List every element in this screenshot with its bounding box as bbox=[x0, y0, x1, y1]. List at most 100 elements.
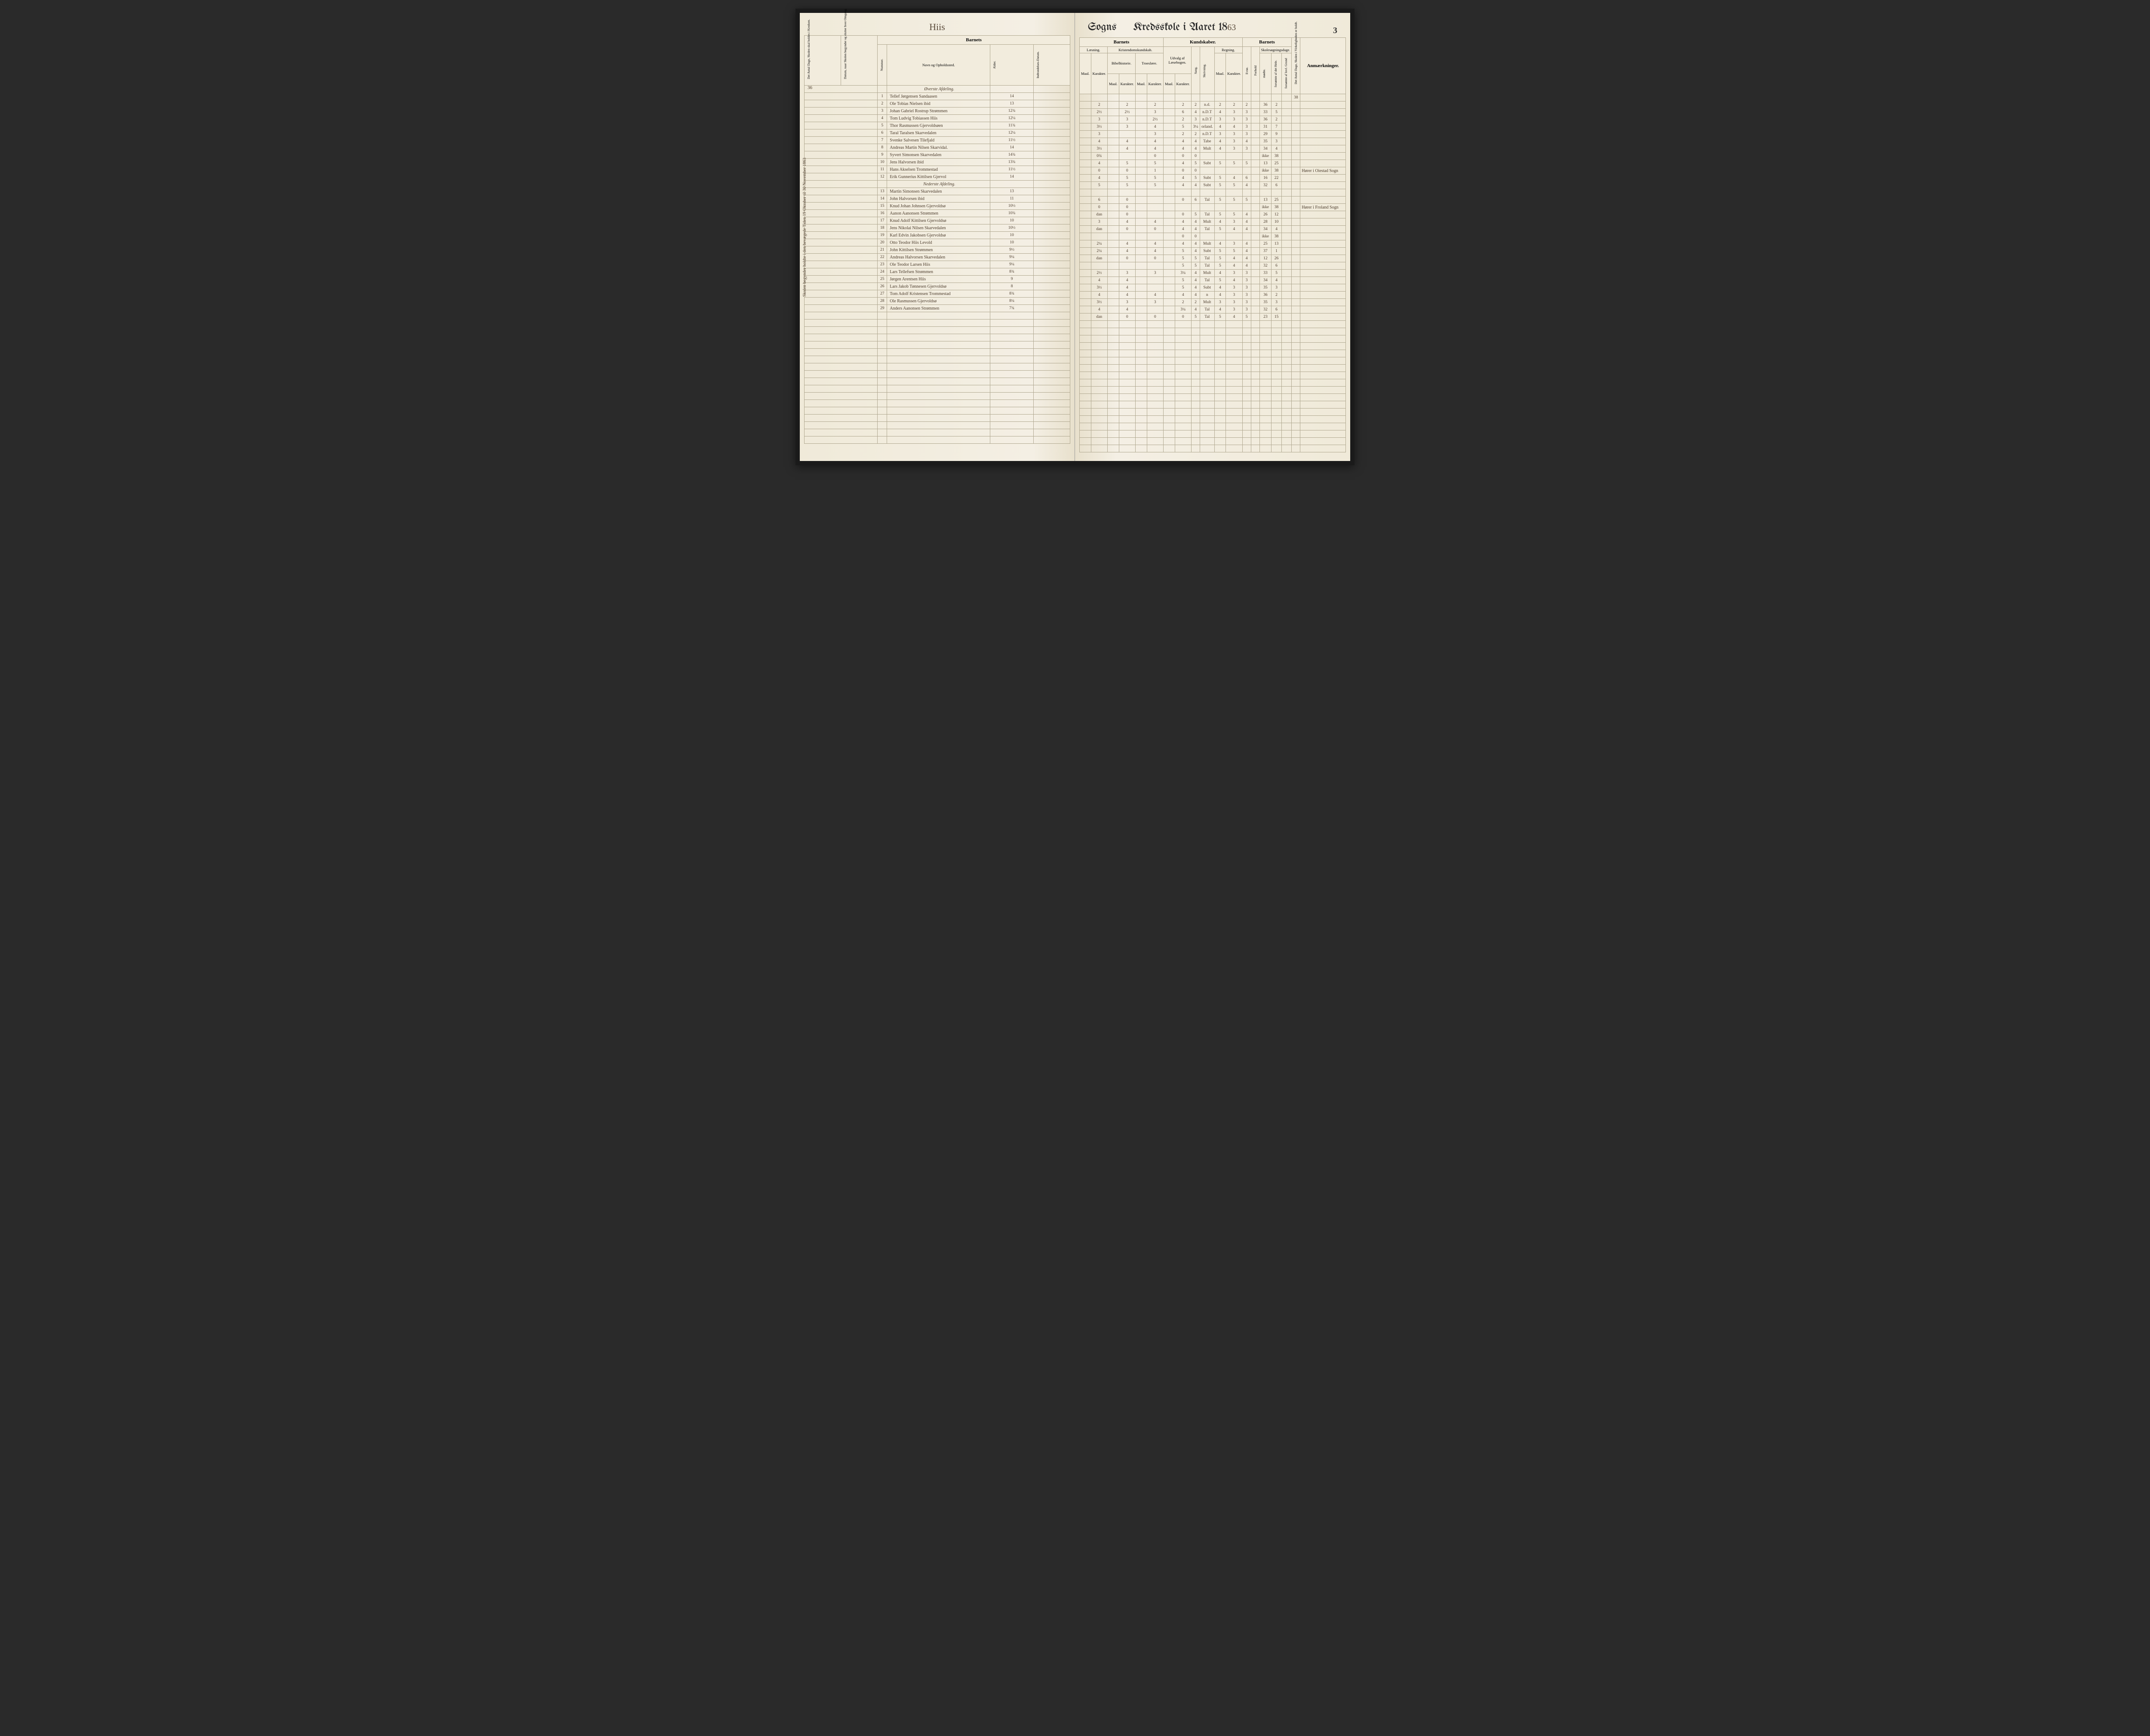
table-row: 19Karl Edvin Jakobsen Gjervoldsø10 bbox=[805, 232, 1070, 239]
left-table: Det Antal Dage, Skolen skal holdes i Kre… bbox=[804, 35, 1070, 444]
table-row: 15Knud Johan Johnsen Gjervoldsø10½ bbox=[805, 203, 1070, 210]
col-anm: Anmærkninger. bbox=[1300, 38, 1346, 94]
table-row: dan0055Tal5441226 bbox=[1080, 255, 1346, 262]
table-row: 4Tom Ludvig Tobiassen Hiis12¼ bbox=[805, 115, 1070, 122]
side-number: 36 bbox=[808, 85, 812, 90]
table-row: 00ikke38Hører i Froland Sogn bbox=[1080, 204, 1346, 211]
col-l-kar: Karakter. bbox=[1091, 53, 1107, 94]
col-alder: Alder. bbox=[992, 46, 997, 84]
grp-udvalg: Udvalg af Læsebogen. bbox=[1163, 47, 1191, 74]
table-row: 2¼4454Subt554371 bbox=[1080, 248, 1346, 255]
table-row: 45545Subt5461622 bbox=[1080, 175, 1346, 182]
table-row: 6Taral Taralsen Skarvedalen12¼ bbox=[805, 129, 1070, 137]
table-row: 11Hans Akselsen Trommestad11½ bbox=[805, 166, 1070, 173]
col-b-maal: Maal. bbox=[1107, 74, 1119, 94]
table-row: dan0005Tal5452315 bbox=[1080, 313, 1346, 321]
table-row: 23Ole Teodor Larsen Hiis9¼ bbox=[805, 261, 1070, 268]
table-row: 6006Tal5551325 bbox=[1080, 197, 1346, 204]
year-suffix: 63 bbox=[1227, 23, 1236, 32]
grp-regning: Regning. bbox=[1214, 47, 1242, 53]
left-page: Skolen begynder holdte i den bevægede Ti… bbox=[800, 13, 1075, 461]
col-r-kar: Karakter. bbox=[1226, 53, 1242, 94]
grp-skolesogn: Skolesøgningsdage. bbox=[1259, 47, 1292, 53]
table-row: 12Erik Gunnerius Kittilsen Gjervol14 bbox=[805, 173, 1070, 181]
col-l-maal: Maal. bbox=[1080, 53, 1091, 94]
right-table: Barnets Kundskaber. Barnets Det Antal Da… bbox=[1079, 37, 1346, 452]
group-barnets-left: Barnets bbox=[878, 36, 1070, 45]
table-row: 3½3453¼orland.443317 bbox=[1080, 123, 1346, 131]
table-row: 443¼4Tal433326 bbox=[1080, 306, 1346, 313]
col-u-maal: Maal. bbox=[1163, 74, 1175, 94]
col-u-kar: Karakter. bbox=[1175, 74, 1191, 94]
title-prefix: Sogns bbox=[1088, 22, 1117, 33]
col-indtr: Indtrædelses-Datum. bbox=[1035, 46, 1041, 84]
table-row: 2Ole Tobias Nielsen ibid13 bbox=[805, 100, 1070, 108]
table-row: 3322n.D.T333299 bbox=[1080, 131, 1346, 138]
table-row: 44444n433362 bbox=[1080, 292, 1346, 299]
table-row: dan0044Tal544344 bbox=[1080, 226, 1346, 233]
table-row: 18Jens Nikolai Nilsen Skarvedalen10½ bbox=[805, 224, 1070, 232]
table-row: 20Otto Teodor Hiis Levold10 bbox=[805, 239, 1070, 246]
table-row: 45545Subt5551325 bbox=[1080, 160, 1346, 167]
col-datum: Datum, naar Skolen begynder og slutter h… bbox=[842, 41, 848, 80]
col-forhold: Forhold bbox=[1253, 51, 1258, 90]
table-row: 13Martin Simonsen Skarvedalen13 bbox=[805, 188, 1070, 195]
col-skrivning: Skrivning. bbox=[1201, 51, 1207, 90]
table-row: 29Anders Aanonsen Strømmen7¾ bbox=[805, 305, 1070, 312]
table-row: 5Thor Rasmussen Gjervoldsøen11¾ bbox=[805, 122, 1070, 129]
table-row: 22222n.d.222362 bbox=[1080, 101, 1346, 109]
table-row: 0¾000ikke38 bbox=[1080, 153, 1346, 160]
table-row: 14John Halvorsen ibid11 bbox=[805, 195, 1070, 203]
margin-note: Skolen begynder holdte i den bevægede Ti… bbox=[802, 82, 807, 297]
table-row: dan005Tal5542612 bbox=[1080, 211, 1346, 218]
col-f2: forsømte af lovl. Grund bbox=[1283, 54, 1289, 93]
table-row: 55544Subt554326 bbox=[1080, 182, 1346, 189]
grp-barnets2: Barnets bbox=[1242, 38, 1292, 47]
grp-kristendom: Kristendomskundskab. bbox=[1107, 47, 1163, 53]
table-row: 7Svenke Salvesen Tilefjald11½ bbox=[805, 137, 1070, 144]
table-row: 16Aanon Aanonsen Strømmen10¾ bbox=[805, 210, 1070, 217]
table-row: 332½23n.D.T333362 bbox=[1080, 116, 1346, 123]
table-row: 2½333¼4Mult433335 bbox=[1080, 270, 1346, 277]
table-row: 22Andreas Halvorsen Skarvedalen9¼ bbox=[805, 254, 1070, 261]
col-antal-dage: Det Antal Dage, Skolen skal holdes i Kre… bbox=[806, 41, 811, 80]
title-main: Kredsskole i Aaret 18 bbox=[1133, 22, 1228, 33]
col-r-maal: Maal. bbox=[1214, 53, 1226, 94]
table-row: 3½4444Mult433344 bbox=[1080, 145, 1346, 153]
grp-laesning: Læsning. bbox=[1080, 47, 1108, 53]
col-t-kar: Karakter. bbox=[1147, 74, 1163, 94]
table-row: 9Syvert Simonsen Skarvedalen14¾ bbox=[805, 151, 1070, 159]
table-row: 2½2½364n.D.T433335 bbox=[1080, 109, 1346, 116]
col-modte: mødte. bbox=[1261, 54, 1267, 93]
table-row: 2¼4444Mult4342513 bbox=[1080, 240, 1346, 248]
table-row: 21John Kittilsen Strømmen9½ bbox=[805, 246, 1070, 254]
table-row: 25Jørgen Arentsen Hiis9 bbox=[805, 276, 1070, 283]
col-evne: Evne. bbox=[1244, 51, 1250, 90]
col-b-kar: Karakter. bbox=[1119, 74, 1135, 94]
table-row: 17Knud Adolf Kittilsen Gjervoldsø10 bbox=[805, 217, 1070, 224]
grp-kundskaber: Kundskaber. bbox=[1163, 38, 1242, 47]
table-row: 8Andreas Martin Nilsen Skarvidal.14 bbox=[805, 144, 1070, 151]
grp-troes: Troeslære. bbox=[1135, 53, 1163, 74]
table-row: 24Lars Tellefsen Strømmen8¾ bbox=[805, 268, 1070, 276]
col-navn: Navn og Opholdssted. bbox=[887, 45, 990, 86]
table-row: 3Johan Gabriel Rostrup Strømmen12¾ bbox=[805, 108, 1070, 115]
col-t-maal: Maal. bbox=[1135, 74, 1147, 94]
page-title: Sogns Kredsskole i Aaret 1863 bbox=[1079, 22, 1346, 33]
col-sang: Sang. bbox=[1193, 51, 1198, 90]
table-row: 00ikke38 bbox=[1080, 233, 1346, 240]
grp-bibel: Bibelhistorie. bbox=[1107, 53, 1135, 74]
table-row: 1Tellef Jørgensen Sandaasen14 bbox=[805, 93, 1070, 100]
table-row: 34444Mult4342810 bbox=[1080, 218, 1346, 226]
col-f1: forsømte af det Hele. bbox=[1273, 54, 1278, 93]
table-row: 55Tal544326 bbox=[1080, 262, 1346, 270]
table-row: 26Lars Jakob Tønnesen Gjervoldsø8 bbox=[805, 283, 1070, 290]
grp-barnets1: Barnets bbox=[1080, 38, 1164, 47]
col-antal-virk: Det Antal Dage, Skolen i Virkeligheden e… bbox=[1293, 46, 1299, 85]
table-row: 3½454Subt433353 bbox=[1080, 284, 1346, 292]
table-row: 4454Tal543344 bbox=[1080, 277, 1346, 284]
table-row: 3½3322Mult333353 bbox=[1080, 299, 1346, 306]
table-row: 10Jens Halvorsen ibid13¾ bbox=[805, 159, 1070, 166]
table-row: 27Tom Adolf Kristensen Trommestad8¾ bbox=[805, 290, 1070, 298]
table-row: 44444Tabe434353 bbox=[1080, 138, 1346, 145]
